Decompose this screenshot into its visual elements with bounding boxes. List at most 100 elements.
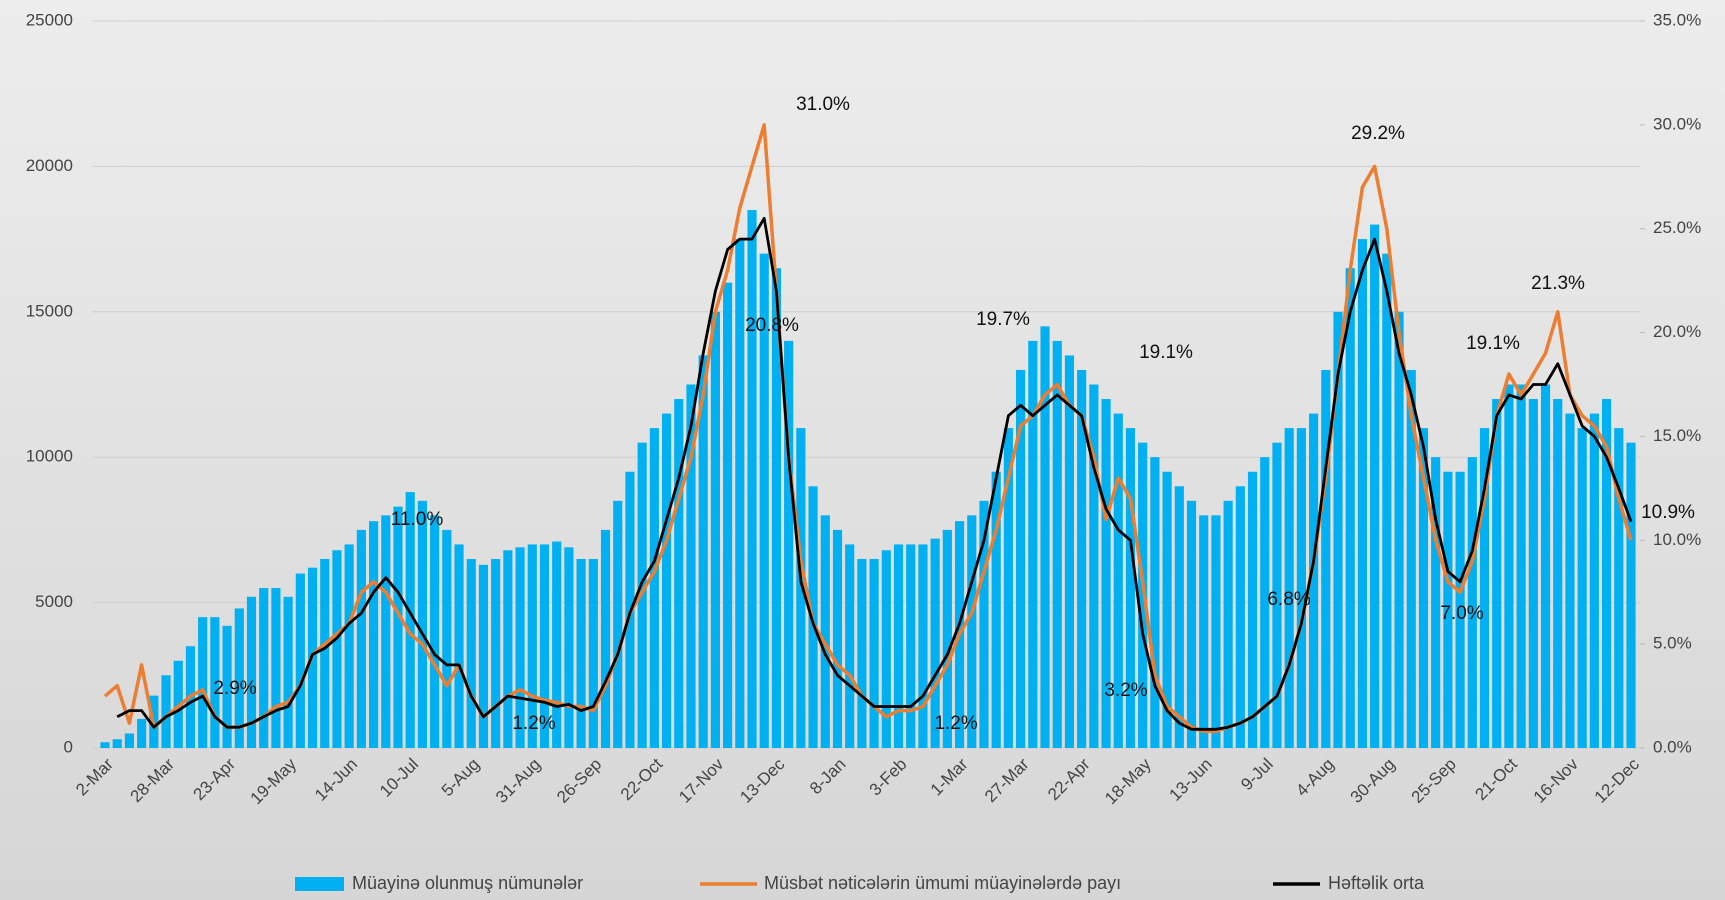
bar	[320, 558, 330, 748]
line	[116, 216, 1633, 731]
y2-tick-label: 5.0%	[1653, 634, 1692, 653]
bar	[845, 544, 855, 748]
bar	[137, 718, 147, 748]
bar	[1003, 428, 1013, 748]
bar	[161, 675, 171, 748]
bar	[1406, 369, 1416, 748]
bar	[1602, 399, 1612, 748]
bar	[1614, 428, 1624, 748]
bar	[698, 355, 708, 748]
bar	[1431, 457, 1441, 748]
bar	[588, 558, 598, 748]
y-tick-label: 0	[64, 737, 73, 756]
bar	[979, 500, 989, 748]
bar	[1504, 384, 1514, 748]
y2-tick-label: 10.0%	[1653, 530, 1701, 549]
bar	[1321, 369, 1331, 748]
bar	[1028, 340, 1038, 748]
bar	[454, 544, 464, 748]
bar	[393, 506, 403, 748]
bar	[381, 515, 391, 748]
bar	[1089, 384, 1099, 748]
bar	[1418, 428, 1429, 748]
bar	[1199, 515, 1209, 748]
bar	[1064, 355, 1075, 748]
bar	[674, 399, 684, 748]
bar	[930, 538, 940, 748]
bar	[503, 550, 513, 748]
annotation: 31.0%	[796, 94, 850, 115]
bar	[1077, 369, 1087, 748]
y-tick-label: 10000	[26, 447, 73, 466]
bar	[466, 558, 476, 748]
annotation: 29.2%	[1351, 123, 1405, 144]
annotation: 19.1%	[1466, 333, 1520, 354]
bar	[1247, 471, 1258, 748]
bar	[1382, 253, 1392, 748]
bar	[1138, 442, 1148, 748]
bar	[1150, 457, 1160, 748]
bar	[1186, 500, 1197, 748]
y-tick-label: 20000	[26, 156, 73, 175]
bar	[918, 544, 928, 748]
bar	[1345, 268, 1355, 748]
bar	[759, 253, 769, 748]
y2-tick-label: 25.0%	[1653, 218, 1701, 237]
annotation: 19.1%	[1139, 342, 1193, 363]
bar	[283, 596, 293, 748]
bar	[649, 428, 659, 748]
annotation: 1.2%	[934, 713, 977, 734]
bar	[1272, 442, 1282, 748]
bar	[1113, 413, 1123, 748]
bar	[356, 529, 366, 748]
legend-label: Həftəlik orta	[1328, 873, 1425, 893]
bar	[906, 544, 916, 748]
bar	[1394, 311, 1404, 748]
bar	[710, 311, 720, 748]
annotation: 1.2%	[512, 713, 555, 734]
bar	[832, 529, 843, 748]
y2-tick-label: 35.0%	[1653, 10, 1701, 29]
bar	[295, 573, 305, 748]
bar	[417, 500, 427, 748]
bar	[1211, 515, 1221, 748]
bar	[881, 550, 891, 748]
bar	[539, 544, 550, 748]
bar	[613, 500, 623, 748]
bar	[442, 529, 452, 748]
y2-tick-label: 20.0%	[1653, 322, 1701, 341]
bar	[1492, 399, 1502, 748]
bar	[1577, 428, 1587, 748]
bar	[246, 596, 257, 748]
bar	[491, 558, 501, 748]
legend-label: Müsbət nəticələrin ümumi müayinələrdə pa…	[764, 873, 1121, 893]
bar	[1540, 384, 1551, 748]
annotation: 10.9%	[1641, 502, 1695, 523]
bar	[198, 617, 208, 748]
legend-swatch	[295, 877, 344, 891]
bar	[1235, 486, 1245, 748]
legend-label: Müayinə olunmuş nümunələr	[352, 873, 583, 893]
bar	[661, 413, 672, 748]
bar	[259, 588, 269, 748]
bar	[527, 544, 537, 748]
bar	[1223, 500, 1233, 748]
bar	[991, 471, 1001, 748]
bar	[271, 588, 281, 748]
bar	[112, 739, 122, 748]
bar	[1455, 471, 1465, 748]
bar	[344, 544, 354, 748]
bar	[368, 521, 379, 748]
bar	[869, 558, 879, 748]
bar	[1052, 340, 1062, 748]
bar	[784, 340, 794, 748]
bar	[1016, 369, 1026, 748]
annotation: 11.0%	[391, 509, 444, 530]
bar	[1479, 428, 1490, 748]
bar	[1467, 457, 1477, 748]
bar	[893, 544, 904, 748]
bar	[771, 268, 782, 748]
bar	[942, 529, 952, 748]
